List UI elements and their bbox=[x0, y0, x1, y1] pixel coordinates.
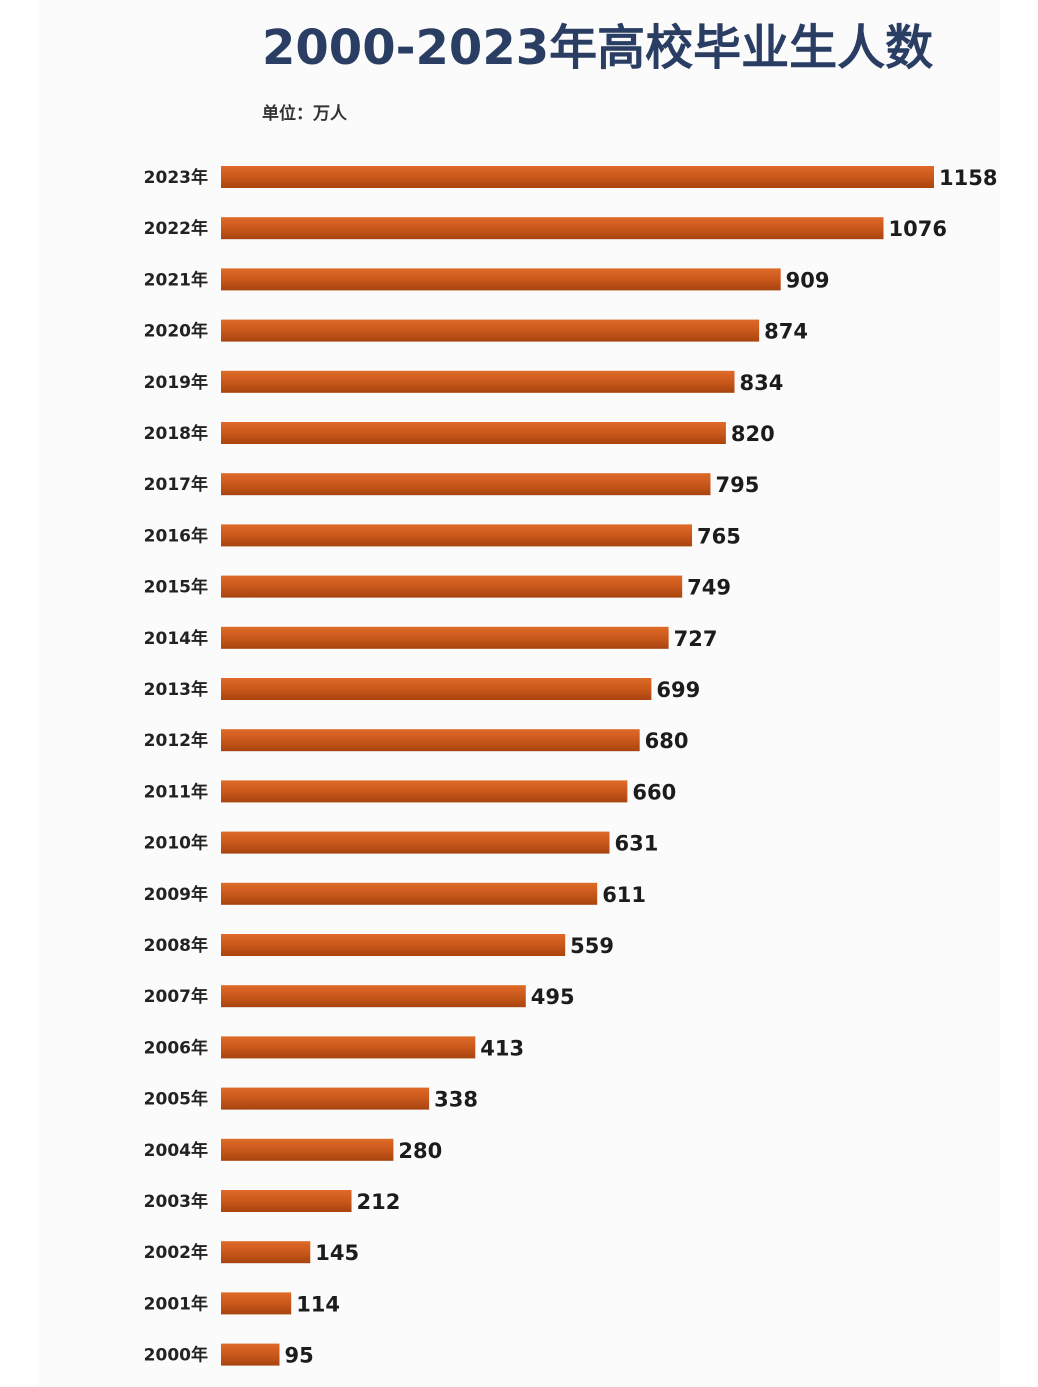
data-label: 874 bbox=[764, 320, 808, 344]
data-label: 727 bbox=[674, 627, 718, 651]
data-label: 749 bbox=[687, 576, 731, 600]
data-label: 1158 bbox=[939, 166, 997, 190]
bar bbox=[221, 626, 669, 649]
bar bbox=[221, 370, 735, 393]
category-label: 2002年 bbox=[144, 1242, 208, 1263]
data-label: 699 bbox=[656, 678, 700, 702]
category-label: 2023年 bbox=[144, 167, 208, 188]
bar bbox=[221, 1241, 311, 1264]
category-label: 2016年 bbox=[144, 525, 208, 546]
bar bbox=[221, 831, 610, 854]
bar bbox=[221, 166, 934, 188]
bar-group: 2023年 1158 2022年 1076 2021年 909 2020年 874 2019年 8… bbox=[144, 166, 997, 1368]
data-label: 631 bbox=[615, 832, 659, 856]
bar bbox=[221, 729, 640, 752]
data-label: 765 bbox=[697, 524, 741, 548]
category-label: 2014年 bbox=[144, 628, 208, 649]
bar bbox=[221, 678, 652, 700]
data-label: 834 bbox=[740, 371, 784, 395]
category-label: 2022年 bbox=[144, 218, 208, 239]
data-label: 280 bbox=[398, 1139, 442, 1163]
category-label: 2004年 bbox=[144, 1140, 208, 1161]
category-label: 2012年 bbox=[144, 730, 208, 751]
category-label: 2003年 bbox=[144, 1191, 208, 1212]
data-label: 795 bbox=[715, 473, 759, 497]
data-label: 660 bbox=[632, 780, 676, 804]
category-label: 2015年 bbox=[144, 577, 208, 598]
data-label: 212 bbox=[357, 1190, 401, 1214]
bar bbox=[221, 882, 598, 905]
data-label: 413 bbox=[480, 1036, 524, 1060]
unit-label: 单位：万人 bbox=[262, 104, 347, 124]
chart-title: 2000-2023年高校毕业生人数 bbox=[262, 20, 934, 76]
data-label: 909 bbox=[786, 268, 830, 292]
category-label: 2021年 bbox=[144, 269, 208, 290]
bar bbox=[221, 473, 711, 496]
data-label: 559 bbox=[570, 934, 614, 958]
bar bbox=[221, 1292, 292, 1315]
category-label: 2018年 bbox=[144, 423, 208, 444]
data-label: 145 bbox=[315, 1241, 359, 1265]
category-label: 2000年 bbox=[144, 1345, 208, 1366]
category-label: 2010年 bbox=[144, 833, 208, 854]
category-label: 2008年 bbox=[144, 935, 208, 956]
data-label: 820 bbox=[731, 422, 775, 446]
bar bbox=[221, 575, 683, 598]
data-label: 611 bbox=[602, 883, 646, 907]
bar bbox=[221, 780, 628, 803]
category-label: 2019年 bbox=[144, 372, 208, 393]
category-label: 2001年 bbox=[144, 1293, 208, 1314]
data-label: 95 bbox=[284, 1344, 313, 1368]
category-label: 2011年 bbox=[144, 781, 208, 802]
category-label: 2007年 bbox=[144, 986, 208, 1007]
data-label: 495 bbox=[531, 985, 575, 1009]
data-label: 1076 bbox=[889, 217, 947, 241]
bar bbox=[221, 319, 760, 342]
bar bbox=[221, 985, 526, 1008]
bar bbox=[221, 1343, 280, 1366]
bar bbox=[221, 1036, 476, 1059]
category-label: 2020年 bbox=[144, 321, 208, 342]
category-label: 2009年 bbox=[144, 884, 208, 905]
bar bbox=[221, 217, 884, 240]
bar bbox=[221, 934, 566, 956]
bar bbox=[221, 1087, 430, 1110]
data-label: 680 bbox=[645, 729, 689, 753]
bar bbox=[221, 524, 693, 547]
bar bbox=[221, 1138, 394, 1161]
category-label: 2005年 bbox=[144, 1089, 208, 1110]
category-label: 2017年 bbox=[144, 474, 208, 495]
data-label: 114 bbox=[296, 1292, 340, 1316]
bar bbox=[221, 422, 726, 444]
category-label: 2013年 bbox=[144, 679, 208, 700]
bar bbox=[221, 1190, 352, 1212]
bar bbox=[221, 268, 781, 291]
category-label: 2006年 bbox=[144, 1037, 208, 1058]
data-label: 338 bbox=[434, 1088, 478, 1112]
